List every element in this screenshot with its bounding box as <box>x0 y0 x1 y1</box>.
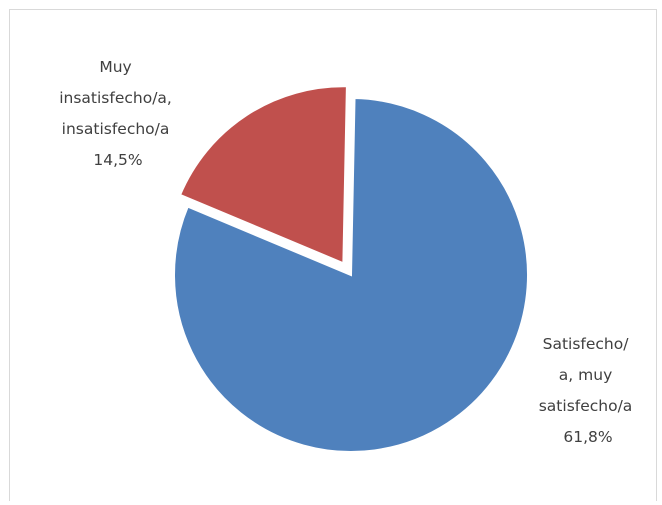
slice-insatisfecho <box>178 85 348 265</box>
slice-label-insatisfecho: Muy insatisfecho/a, insatisfecho/a 14,5% <box>59 58 177 169</box>
slice-label-satisfecho: Satisfecho/ a, muy satisfecho/a 61,8% <box>539 335 638 446</box>
slice-satisfecho <box>173 97 529 453</box>
pie-slices <box>173 85 529 453</box>
